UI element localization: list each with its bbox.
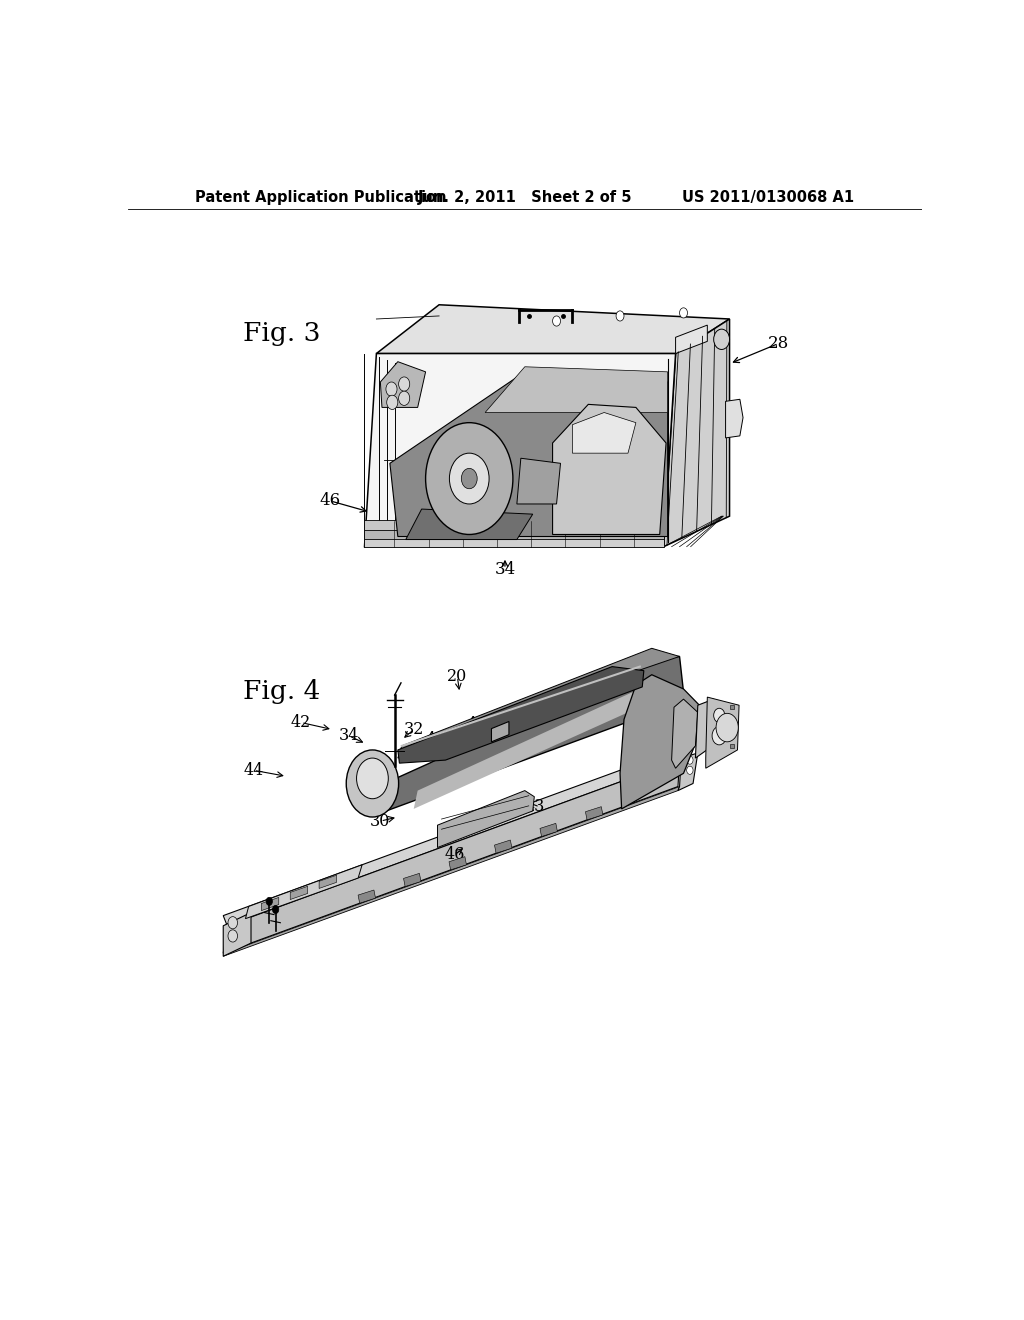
Polygon shape <box>695 700 722 758</box>
Text: Patent Application Publication: Patent Application Publication <box>196 190 446 205</box>
Polygon shape <box>553 404 666 535</box>
Text: 34: 34 <box>495 561 516 578</box>
Circle shape <box>680 308 687 318</box>
Text: 41: 41 <box>467 715 487 733</box>
Polygon shape <box>495 840 512 853</box>
Text: 46: 46 <box>319 492 341 510</box>
Bar <box>729 705 734 709</box>
Polygon shape <box>261 898 279 911</box>
Polygon shape <box>397 667 644 763</box>
Polygon shape <box>664 319 729 546</box>
Polygon shape <box>437 791 535 847</box>
Text: 34: 34 <box>339 727 358 744</box>
Text: 36: 36 <box>640 729 660 746</box>
Text: US 2011/0130068 A1: US 2011/0130068 A1 <box>682 190 854 205</box>
Circle shape <box>228 916 238 929</box>
Polygon shape <box>678 752 697 791</box>
Circle shape <box>387 395 397 409</box>
Polygon shape <box>414 686 644 809</box>
Polygon shape <box>390 372 668 536</box>
Polygon shape <box>572 412 636 453</box>
Polygon shape <box>290 886 307 899</box>
Circle shape <box>687 756 693 764</box>
Text: Jun. 2, 2011   Sheet 2 of 5: Jun. 2, 2011 Sheet 2 of 5 <box>418 190 632 205</box>
Polygon shape <box>223 787 680 956</box>
Circle shape <box>616 312 624 321</box>
Text: 38: 38 <box>564 715 585 733</box>
Text: 46: 46 <box>444 846 465 863</box>
Polygon shape <box>358 890 376 903</box>
Circle shape <box>714 709 725 722</box>
Text: Fig. 3: Fig. 3 <box>243 321 321 346</box>
Text: 28: 28 <box>768 335 790 352</box>
Circle shape <box>386 381 397 396</box>
Text: 43: 43 <box>524 799 545 816</box>
Polygon shape <box>377 305 729 354</box>
Polygon shape <box>365 520 664 531</box>
Circle shape <box>553 315 560 326</box>
Polygon shape <box>223 760 680 953</box>
Text: 42: 42 <box>291 714 311 731</box>
Polygon shape <box>485 367 668 412</box>
Polygon shape <box>365 528 664 539</box>
Text: 20: 20 <box>447 668 468 685</box>
Polygon shape <box>540 824 557 837</box>
Circle shape <box>426 422 513 535</box>
Polygon shape <box>319 875 337 888</box>
Circle shape <box>716 713 738 742</box>
Polygon shape <box>223 912 251 956</box>
Polygon shape <box>676 325 708 354</box>
Polygon shape <box>492 722 509 742</box>
Polygon shape <box>403 874 421 887</box>
Polygon shape <box>223 750 680 925</box>
Circle shape <box>712 726 726 744</box>
Polygon shape <box>362 656 684 814</box>
Polygon shape <box>380 362 426 408</box>
Polygon shape <box>406 510 532 540</box>
Circle shape <box>266 898 272 906</box>
Circle shape <box>687 766 693 775</box>
Polygon shape <box>365 354 676 546</box>
Circle shape <box>398 378 410 391</box>
Polygon shape <box>517 458 560 504</box>
Polygon shape <box>706 697 739 768</box>
Circle shape <box>714 329 729 350</box>
Text: 40: 40 <box>426 731 446 748</box>
Circle shape <box>272 906 279 913</box>
Polygon shape <box>397 648 680 758</box>
Polygon shape <box>246 865 362 919</box>
Polygon shape <box>672 700 697 768</box>
Polygon shape <box>365 536 664 546</box>
Text: 32: 32 <box>403 721 424 738</box>
Text: 44: 44 <box>244 762 263 779</box>
Polygon shape <box>726 399 743 438</box>
Polygon shape <box>620 675 699 809</box>
Polygon shape <box>360 796 387 809</box>
Circle shape <box>398 391 410 405</box>
Polygon shape <box>586 807 603 820</box>
Text: Fig. 4: Fig. 4 <box>243 678 321 704</box>
Polygon shape <box>449 857 467 870</box>
Circle shape <box>346 750 398 817</box>
Circle shape <box>450 453 489 504</box>
Text: 30: 30 <box>371 813 390 829</box>
Circle shape <box>228 929 238 942</box>
Bar <box>729 744 734 748</box>
Circle shape <box>356 758 388 799</box>
Circle shape <box>461 469 477 488</box>
